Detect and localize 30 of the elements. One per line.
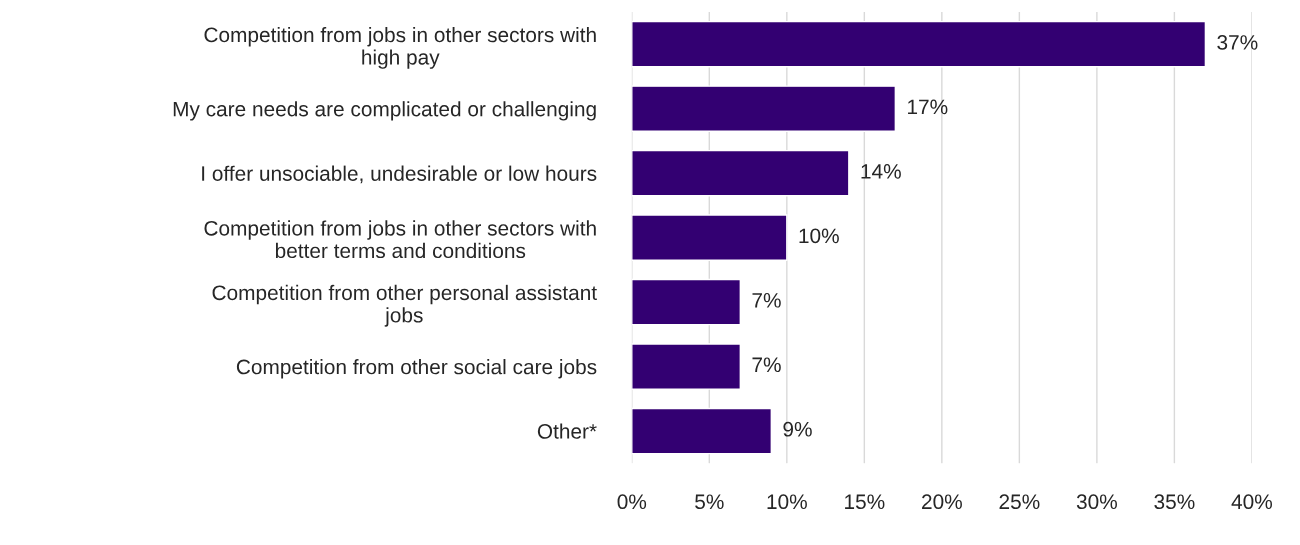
bar [631, 343, 742, 390]
x-tick-label: 35% [1154, 494, 1195, 510]
bar [631, 214, 788, 261]
y-tick-label: Competition from jobs in other sectors with high pay [204, 26, 596, 69]
x-tick-label: 25% [999, 494, 1040, 510]
y-tick-label: Competition from other personal assistant jobs [212, 284, 597, 327]
data-label: 37% [1217, 35, 1258, 50]
y-tick-label: Other* [537, 423, 597, 439]
bar [631, 85, 897, 132]
data-label: 9% [783, 421, 812, 437]
y-tick-label: My care needs are complicated or challenging [173, 101, 596, 121]
bar [631, 407, 773, 455]
x-tick-label: 40% [1231, 494, 1273, 510]
data-label: 10% [799, 228, 839, 244]
data-label: 14% [861, 164, 901, 179]
data-label: 7% [752, 357, 781, 373]
data-label: 17% [908, 99, 948, 115]
x-tick-label: 20% [922, 494, 962, 510]
bar [631, 20, 1207, 68]
bar [631, 149, 850, 197]
y-tick-label: I offer unsociable, undesirable or low hours [202, 165, 597, 184]
y-tick-label: Competition from other social care jobs [236, 359, 597, 379]
x-tick-label: 30% [1076, 494, 1117, 510]
bar [631, 278, 742, 326]
data-label: 7% [752, 293, 781, 308]
x-tick-label: 5% [695, 494, 724, 510]
x-tick-label: 0% [617, 494, 647, 510]
x-tick-label: 15% [845, 494, 885, 510]
x-tick-label: 10% [767, 494, 807, 510]
y-tick-label: Competition from jobs in other sectors with better terms and conditions [204, 220, 596, 259]
